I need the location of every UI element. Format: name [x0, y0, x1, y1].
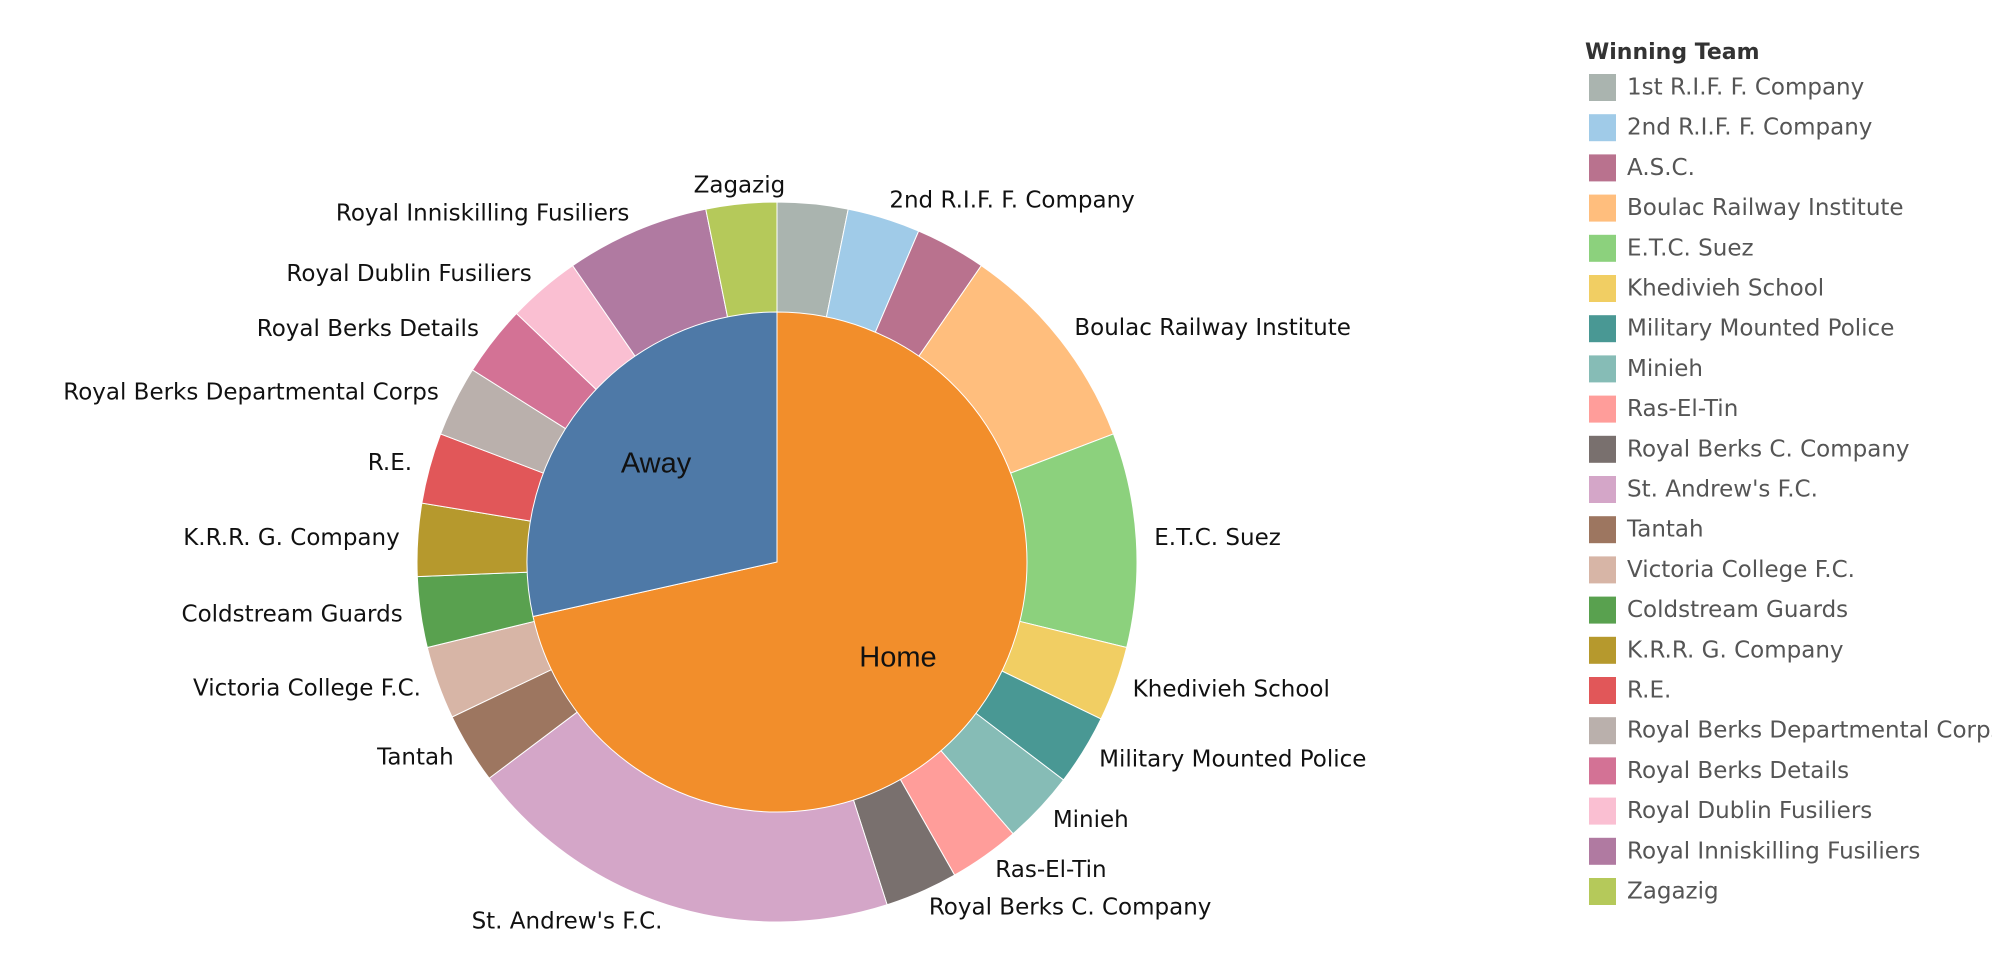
- legend-item-a-s-c: A.S.C.: [1589, 154, 1695, 182]
- legend-item-e-t-c-suez: E.T.C. Suez: [1589, 234, 1754, 262]
- legend-swatch-royal-berks-details: [1589, 757, 1616, 785]
- legend-item-minieh: Minieh: [1589, 355, 1703, 383]
- legend-label-military-mounted-police: Military Mounted Police: [1627, 316, 1894, 342]
- legend-item-boulac-railway-institute: Boulac Railway Institute: [1589, 194, 1904, 222]
- legend-swatch-coldstream-guards: [1589, 596, 1616, 624]
- legend-item-st-andrew-s-f-c: St. Andrew's F.C.: [1589, 476, 1818, 503]
- legend-swatch-royal-dublin-fusiliers: [1589, 797, 1616, 825]
- legend-label-royal-inniskilling-fusiliers: Royal Inniskilling Fusiliers: [1627, 838, 1920, 864]
- legend-swatch-royal-berks-c-company: [1589, 435, 1616, 463]
- slice-label-royal-berks-departmental-corps: Royal Berks Departmental Corps: [63, 380, 439, 406]
- slice-label-k-r-r-g-company: K.R.R. G. Company: [183, 525, 400, 551]
- legend-item-2nd-r-i-f-f-company: 2nd R.I.F. F. Company: [1589, 114, 1872, 142]
- slice-label-r-e: R.E.: [368, 450, 412, 476]
- inner-pie: [526, 311, 1028, 813]
- legend-label-2nd-r-i-f-f-company: 2nd R.I.F. F. Company: [1627, 115, 1872, 141]
- legend-item-ras-el-tin: Ras-El-Tin: [1589, 395, 1738, 423]
- slice-label-tantah: Tantah: [376, 744, 454, 770]
- outer-slice-e-t-c-suez: [1008, 433, 1138, 649]
- legend-item-r-e: R.E.: [1589, 677, 1671, 704]
- legend-item-tantah: Tantah: [1589, 516, 1704, 544]
- legend-label-royal-dublin-fusiliers: Royal Dublin Fusiliers: [1627, 798, 1872, 824]
- legend-swatch-1st-r-i-f-f-company: [1589, 74, 1616, 101]
- slice-label-royal-dublin-fusiliers: Royal Dublin Fusiliers: [286, 261, 531, 287]
- slice-label-khedivieh-school: Khedivieh School: [1133, 677, 1330, 703]
- legend-item-royal-inniskilling-fusiliers: Royal Inniskilling Fusiliers: [1589, 837, 1920, 865]
- legend-label-a-s-c: A.S.C.: [1627, 155, 1695, 181]
- slice-label-boulac-railway-institute: Boulac Railway Institute: [1074, 315, 1351, 341]
- legend: Winning Team 1st R.I.F. F. Company 2nd R.…: [1585, 40, 1992, 905]
- legend-swatch-tantah: [1589, 516, 1616, 544]
- legend-item-royal-berks-departmental-corps: Royal Berks Departmental Corps: [1589, 717, 1992, 745]
- slice-label-royal-berks-c-company: Royal Berks C. Company: [929, 895, 1212, 921]
- legend-label-royal-berks-details: Royal Berks Details: [1627, 758, 1849, 784]
- slice-label-zagazig: Zagazig: [694, 172, 786, 198]
- legend-item-1st-r-i-f-f-company: 1st R.I.F. F. Company: [1589, 74, 1864, 101]
- inner-slice-home: [532, 311, 1028, 813]
- slice-label-e-t-c-suez: E.T.C. Suez: [1154, 525, 1281, 551]
- legend-swatch-2nd-r-i-f-f-company: [1589, 114, 1616, 142]
- slice-label-ras-el-tin: Ras-El-Tin: [995, 857, 1106, 883]
- slice-label-2nd-r-i-f-f-company: 2nd R.I.F. F. Company: [889, 188, 1134, 214]
- legend-label-zagazig: Zagazig: [1627, 879, 1719, 905]
- legend-swatch-k-r-r-g-company: [1589, 636, 1616, 664]
- legend-swatch-a-s-c: [1589, 154, 1616, 182]
- legend-swatch-ras-el-tin: [1589, 395, 1616, 423]
- legend-title: Winning Team: [1585, 40, 1760, 65]
- slice-label-victoria-college-f-c: Victoria College F.C.: [193, 675, 421, 701]
- inner-slice-away: [526, 311, 778, 618]
- legend-label-victoria-college-f-c: Victoria College F.C.: [1627, 557, 1855, 583]
- slice-label-royal-berks-details: Royal Berks Details: [257, 316, 479, 342]
- legend-swatch-zagazig: [1589, 878, 1616, 905]
- legend-label-khedivieh-school: Khedivieh School: [1627, 276, 1824, 302]
- legend-label-ras-el-tin: Ras-El-Tin: [1627, 396, 1738, 422]
- legend-label-royal-berks-c-company: Royal Berks C. Company: [1627, 436, 1910, 462]
- slice-label-royal-inniskilling-fusiliers: Royal Inniskilling Fusiliers: [336, 201, 629, 227]
- legend-label-boulac-railway-institute: Boulac Railway Institute: [1627, 195, 1904, 221]
- legend-label-k-r-r-g-company: K.R.R. G. Company: [1627, 637, 1844, 663]
- legend-label-r-e: R.E.: [1627, 678, 1671, 704]
- legend-label-royal-berks-departmental-corps: Royal Berks Departmental Corps: [1627, 718, 1992, 744]
- legend-swatch-e-t-c-suez: [1589, 234, 1616, 262]
- legend-item-military-mounted-police: Military Mounted Police: [1589, 315, 1894, 343]
- legend-label-tantah: Tantah: [1626, 517, 1704, 543]
- legend-label-st-andrew-s-f-c: St. Andrew's F.C.: [1627, 477, 1818, 503]
- legend-swatch-victoria-college-f-c: [1589, 556, 1616, 584]
- legend-swatch-royal-inniskilling-fusiliers: [1589, 837, 1616, 865]
- legend-item-royal-dublin-fusiliers: Royal Dublin Fusiliers: [1589, 797, 1872, 825]
- legend-item-coldstream-guards: Coldstream Guards: [1589, 596, 1848, 624]
- slice-label-coldstream-guards: Coldstream Guards: [182, 601, 403, 627]
- legend-item-khedivieh-school: Khedivieh School: [1589, 275, 1824, 302]
- inner-labels: Home Away: [621, 448, 937, 674]
- legend-item-royal-berks-details: Royal Berks Details: [1589, 757, 1849, 785]
- legend-item-k-r-r-g-company: K.R.R. G. Company: [1589, 636, 1844, 664]
- legend-swatch-royal-berks-departmental-corps: [1589, 717, 1616, 745]
- legend-item-victoria-college-f-c: Victoria College F.C.: [1589, 556, 1855, 584]
- legend-swatch-minieh: [1589, 355, 1616, 383]
- legend-swatch-boulac-railway-institute: [1589, 194, 1616, 222]
- legend-item-royal-berks-c-company: Royal Berks C. Company: [1589, 435, 1910, 463]
- slice-label-minieh: Minieh: [1053, 807, 1129, 833]
- legend-label-coldstream-guards: Coldstream Guards: [1627, 597, 1848, 623]
- legend-swatch-khedivieh-school: [1589, 275, 1616, 302]
- legend-swatch-military-mounted-police: [1589, 315, 1616, 343]
- inner-label-away: Away: [621, 448, 692, 480]
- outer-labels: 2nd R.I.F. F. Company Boulac Railway Inst…: [63, 172, 1366, 934]
- legend-item-zagazig: Zagazig: [1589, 878, 1719, 905]
- slice-label-st-andrew-s-f-c: St. Andrew's F.C.: [472, 909, 663, 935]
- outer-ring: [416, 201, 1138, 923]
- legend-swatch-r-e: [1589, 677, 1616, 704]
- slice-label-military-mounted-police: Military Mounted Police: [1099, 746, 1366, 772]
- legend-label-e-t-c-suez: E.T.C. Suez: [1627, 235, 1754, 261]
- inner-label-home: Home: [859, 642, 936, 674]
- legend-swatch-st-andrew-s-f-c: [1589, 476, 1616, 503]
- legend-label-1st-r-i-f-f-company: 1st R.I.F. F. Company: [1627, 75, 1864, 101]
- legend-label-minieh: Minieh: [1627, 356, 1703, 382]
